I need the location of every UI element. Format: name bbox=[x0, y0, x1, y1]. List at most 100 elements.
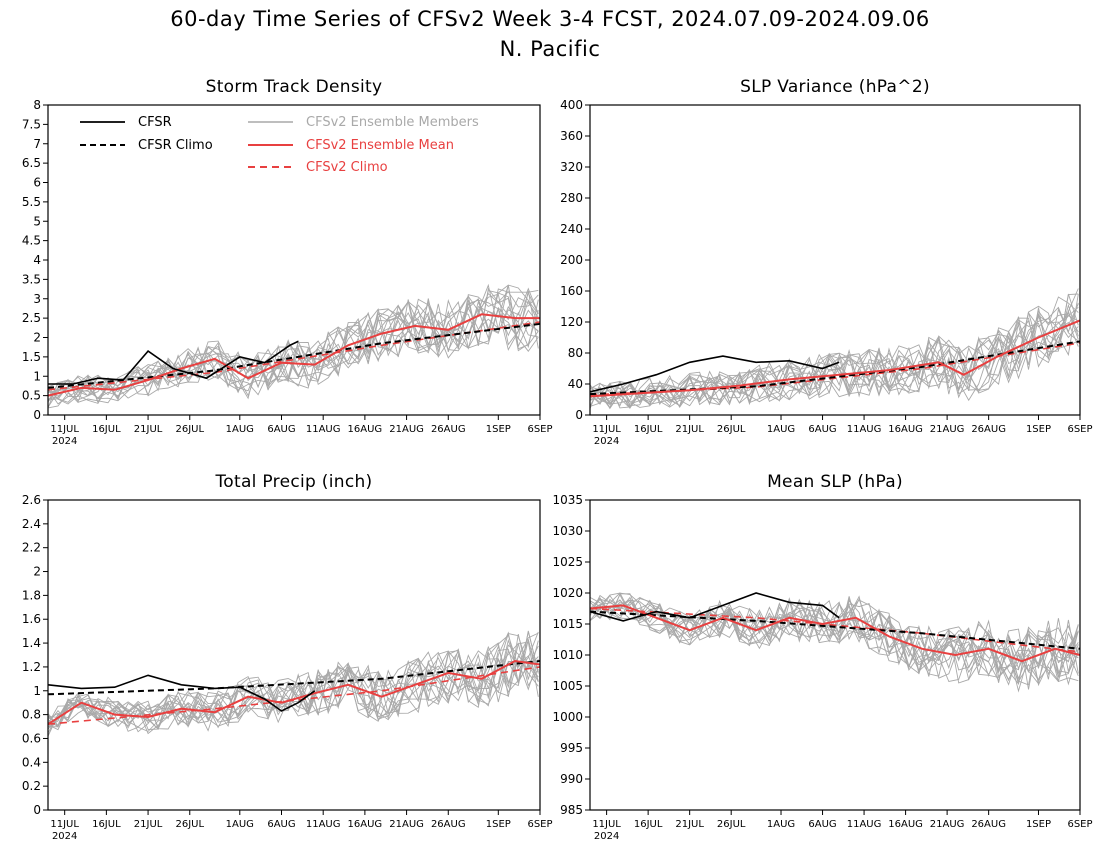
y-tick-label: 1.4 bbox=[22, 636, 41, 650]
ensemble-member-line bbox=[47, 644, 539, 736]
ensemble-member-line bbox=[47, 293, 539, 400]
x-tick-label: 21JUL bbox=[675, 819, 704, 830]
figure-title: 60-day Time Series of CFSv2 Week 3-4 FCS… bbox=[170, 7, 930, 31]
x-year-label: 2024 bbox=[52, 436, 77, 447]
chart-panel-2: SLP Variance (hPa^2) 0 40 80 120 160 200 240 280… bbox=[560, 77, 1092, 447]
x-tick-label: 1SEP bbox=[1026, 819, 1051, 830]
x-tick-label: 6AUG bbox=[267, 819, 295, 830]
x-tick-label: 1SEP bbox=[486, 424, 511, 435]
x-tick-label: 11JUL bbox=[50, 424, 79, 435]
x-tick-label: 26AUG bbox=[971, 819, 1006, 830]
y-tick-label: 200 bbox=[560, 253, 583, 267]
y-tick-label: 7.5 bbox=[22, 117, 41, 131]
y-tick-label: 1030 bbox=[552, 524, 583, 538]
y-tick-label: 160 bbox=[560, 284, 583, 298]
x-tick-label: 21AUG bbox=[389, 424, 424, 435]
ensemble-member-line bbox=[47, 297, 539, 403]
legend-label-climo: CFSv2 Climo bbox=[306, 160, 388, 175]
figure-subtitle: N. Pacific bbox=[500, 37, 601, 61]
ensemble-member-line bbox=[47, 283, 539, 402]
y-tick-label: 240 bbox=[560, 222, 583, 236]
panel-title: Total Precip (inch) bbox=[215, 472, 373, 492]
x-tick-label: 1AUG bbox=[226, 424, 254, 435]
x-tick-label: 26JUL bbox=[175, 819, 204, 830]
y-tick-label: 2.4 bbox=[22, 517, 41, 531]
plot-frame bbox=[47, 499, 541, 811]
cfsr-climo-line bbox=[47, 660, 541, 696]
cfsr-climo-line bbox=[47, 322, 541, 389]
y-tick-label: 40 bbox=[568, 377, 583, 391]
cfsr-line bbox=[48, 340, 299, 385]
x-tick-label: 6SEP bbox=[527, 819, 552, 830]
y-tick-label: 1015 bbox=[552, 617, 583, 631]
y-tick-label: 995 bbox=[560, 741, 583, 755]
y-tick-label: 0 bbox=[33, 803, 41, 817]
y-tick-label: 1.8 bbox=[22, 588, 41, 602]
ensemble-member-line bbox=[47, 639, 539, 730]
x-tick-label: 16JUL bbox=[634, 819, 663, 830]
y-tick-label: 1035 bbox=[552, 493, 583, 507]
x-tick-label: 21AUG bbox=[389, 819, 424, 830]
x-tick-label: 6SEP bbox=[527, 424, 552, 435]
x-tick-label: 16AUG bbox=[888, 424, 923, 435]
y-tick-label: 7 bbox=[33, 137, 41, 151]
x-tick-label: 26JUL bbox=[717, 424, 746, 435]
ensemble-member-line bbox=[589, 597, 1079, 680]
ensemble-member-line bbox=[47, 639, 539, 727]
ensemble-member-line bbox=[589, 319, 1079, 408]
ensemble-member-line bbox=[589, 288, 1079, 409]
x-tick-label: 11JUL bbox=[592, 424, 621, 435]
ensemble-member-line bbox=[589, 314, 1079, 408]
x-tick-label: 6SEP bbox=[1067, 424, 1092, 435]
y-tick-label: 6.5 bbox=[22, 156, 41, 170]
y-tick-label: 280 bbox=[560, 191, 583, 205]
ensemble-member-line bbox=[47, 292, 539, 403]
x-tick-label: 16AUG bbox=[348, 424, 383, 435]
cfsr-line bbox=[589, 355, 840, 393]
y-tick-label: 80 bbox=[568, 346, 583, 360]
ensemble-mean-line bbox=[47, 659, 541, 726]
x-tick-label: 26AUG bbox=[431, 424, 466, 435]
panel-title: Mean SLP (hPa) bbox=[767, 472, 903, 492]
y-tick-label: 320 bbox=[560, 160, 583, 174]
y-tick-label: 2.6 bbox=[22, 493, 41, 507]
x-tick-label: 11AUG bbox=[306, 424, 341, 435]
chart-panels: Storm Track Density 0 0.5 1 1.5 2 2.5 3 3.5 4 4.5 5… bbox=[22, 77, 1093, 842]
x-tick-label: 11JUL bbox=[50, 819, 79, 830]
ensemble-member-line bbox=[589, 310, 1079, 407]
y-tick-label: 5 bbox=[33, 214, 41, 228]
x-tick-label: 21JUL bbox=[134, 424, 163, 435]
y-tick-label: 0.2 bbox=[22, 779, 41, 793]
plot-frame bbox=[589, 104, 1081, 416]
y-tick-label: 5.5 bbox=[22, 195, 41, 209]
y-tick-label: 990 bbox=[560, 772, 583, 786]
x-tick-label: 26AUG bbox=[971, 424, 1006, 435]
cfsr-climo-line bbox=[589, 610, 1081, 650]
y-tick-label: 2 bbox=[33, 331, 41, 345]
legend-label-members: CFSv2 Ensemble Members bbox=[306, 115, 479, 130]
y-tick-label: 0.8 bbox=[22, 708, 41, 722]
legend-label-cfsr-climo: CFSR Climo bbox=[138, 138, 213, 153]
x-tick-label: 1SEP bbox=[1026, 424, 1051, 435]
x-tick-label: 16JUL bbox=[634, 424, 663, 435]
y-tick-label: 0.6 bbox=[22, 731, 41, 745]
cfsv2-climo-line bbox=[589, 607, 1081, 653]
x-tick-label: 6SEP bbox=[1067, 819, 1092, 830]
x-tick-label: 11JUL bbox=[592, 819, 621, 830]
chart-panel-1: Storm Track Density 0 0.5 1 1.5 2 2.5 3 3.5 4 4.5 5… bbox=[22, 77, 553, 447]
x-tick-label: 16JUL bbox=[92, 819, 121, 830]
ensemble-member-line bbox=[589, 596, 1079, 693]
legend: CFSR CFSR Climo CFSv2 Ensemble Members CFSv… bbox=[80, 115, 479, 175]
ensemble-mean-line bbox=[589, 604, 1081, 663]
plot-frame bbox=[589, 499, 1081, 811]
y-tick-label: 8 bbox=[33, 98, 41, 112]
x-tick-label: 1SEP bbox=[486, 819, 511, 830]
x-tick-label: 11AUG bbox=[847, 424, 882, 435]
ensemble-member-line bbox=[589, 593, 1079, 683]
x-tick-label: 16AUG bbox=[888, 819, 923, 830]
x-tick-label: 6AUG bbox=[267, 424, 295, 435]
ensemble-member-line bbox=[589, 599, 1079, 686]
cfsr-line bbox=[47, 674, 316, 712]
y-tick-label: 3.5 bbox=[22, 272, 41, 286]
